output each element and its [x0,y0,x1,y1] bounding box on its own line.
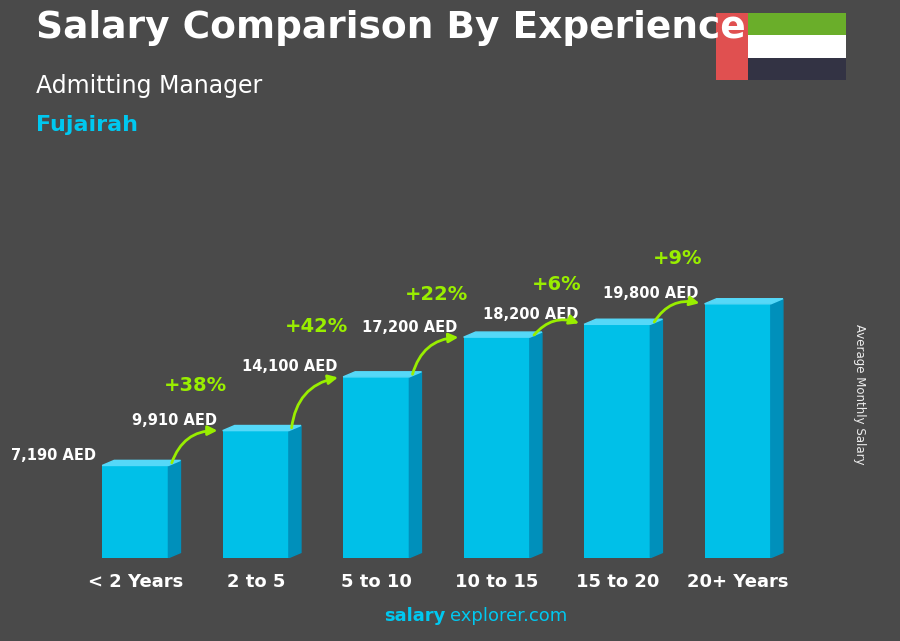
Text: 19,800 AED: 19,800 AED [603,287,698,301]
Text: 5 to 10: 5 to 10 [341,572,411,590]
Text: 2 to 5: 2 to 5 [227,572,285,590]
Polygon shape [289,426,301,558]
Polygon shape [168,460,181,558]
Polygon shape [530,332,542,558]
Text: Admitting Manager: Admitting Manager [36,74,262,97]
Polygon shape [584,319,662,324]
Text: +9%: +9% [652,249,702,268]
Text: 15 to 20: 15 to 20 [575,572,659,590]
Bar [343,377,410,558]
Bar [748,58,846,80]
Text: 10 to 15: 10 to 15 [455,572,538,590]
Polygon shape [410,372,421,558]
Text: +42%: +42% [284,317,347,336]
Bar [103,465,168,558]
Polygon shape [222,426,301,431]
Bar [748,35,846,58]
Bar [584,324,651,558]
Text: +6%: +6% [532,274,581,294]
Text: +22%: +22% [405,285,468,304]
Bar [748,13,846,35]
Bar [222,431,289,558]
Text: 20+ Years: 20+ Years [687,572,788,590]
Text: 9,910 AED: 9,910 AED [131,413,217,428]
Text: 17,200 AED: 17,200 AED [363,320,457,335]
Polygon shape [705,299,783,304]
Polygon shape [464,332,542,337]
Text: Average Monthly Salary: Average Monthly Salary [853,324,866,465]
Text: 7,190 AED: 7,190 AED [11,448,96,463]
Bar [464,337,530,558]
Polygon shape [770,299,783,558]
Text: +38%: +38% [164,376,227,395]
Text: < 2 Years: < 2 Years [87,572,183,590]
Polygon shape [103,460,181,465]
Bar [705,304,770,558]
Polygon shape [651,319,662,558]
Text: 14,100 AED: 14,100 AED [242,360,338,374]
Text: salary: salary [384,607,446,625]
Text: Salary Comparison By Experience: Salary Comparison By Experience [36,10,746,46]
Bar [716,13,748,80]
Text: explorer.com: explorer.com [450,607,567,625]
Polygon shape [343,372,421,377]
Text: Fujairah: Fujairah [36,115,138,135]
Text: 18,200 AED: 18,200 AED [482,307,578,322]
